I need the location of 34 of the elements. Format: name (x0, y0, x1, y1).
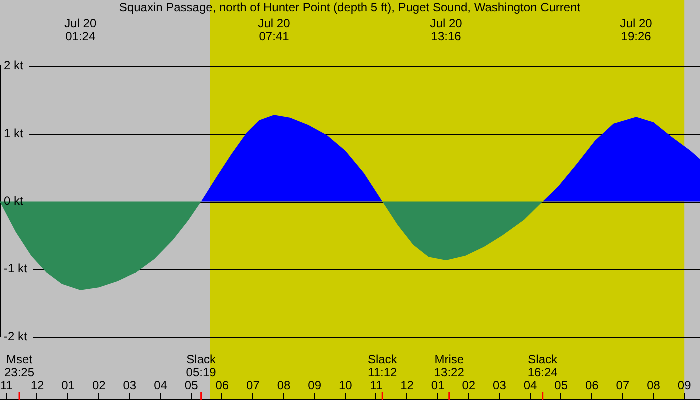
y-tick-label: -2 kt (4, 329, 28, 344)
x-tick-label: 03 (493, 378, 507, 393)
y-tick-label: -1 kt (4, 262, 28, 276)
y-tick-label: 2 kt (4, 58, 24, 73)
text: Jul 20 13:16 (430, 16, 463, 44)
x-tick-label: 11 (0, 378, 14, 393)
x-tick-label: 05 (184, 378, 199, 393)
x-tick-label: 09 (308, 378, 322, 393)
text: Jul 20 07:41 (258, 16, 291, 44)
x-tick-label: 04 (524, 378, 538, 393)
text: Jul 20 19:26 (620, 16, 653, 44)
x-tick-label: 06 (585, 378, 600, 393)
x-tick-label: 04 (154, 378, 168, 393)
x-tick-label: 12 (30, 378, 44, 393)
ref-line-label: Mset 23:25 (4, 352, 35, 380)
x-tick-label: 07 (246, 378, 260, 393)
x-tick-label: 06 (216, 378, 230, 393)
text: Jul 20 01:24 (64, 16, 97, 44)
x-tick-label: 11 (370, 378, 383, 393)
y-tick-label: 1 kt (4, 126, 24, 140)
x-tick-label: 07 (616, 378, 630, 393)
x-tick-label: 08 (277, 378, 291, 393)
ref-line-label: Slack 11:12 (368, 352, 398, 380)
x-tick-label: 10 (338, 378, 353, 393)
x-tick-label: 02 (462, 378, 476, 393)
ref-line-label: Slack 16:24 (528, 352, 559, 380)
x-tick-label: 05 (554, 378, 568, 393)
x-tick-label: 08 (647, 378, 661, 393)
x-tick-label: 01 (62, 378, 76, 393)
ref-line-label: Mrise 13:22 (434, 352, 465, 380)
x-tick-label: 03 (123, 378, 137, 393)
x-tick-label: 12 (400, 378, 414, 393)
x-tick-label: 01 (431, 378, 446, 393)
x-tick-label: 02 (92, 378, 106, 393)
